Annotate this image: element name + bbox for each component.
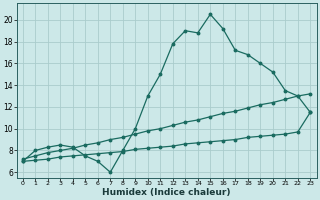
- X-axis label: Humidex (Indice chaleur): Humidex (Indice chaleur): [102, 188, 231, 197]
